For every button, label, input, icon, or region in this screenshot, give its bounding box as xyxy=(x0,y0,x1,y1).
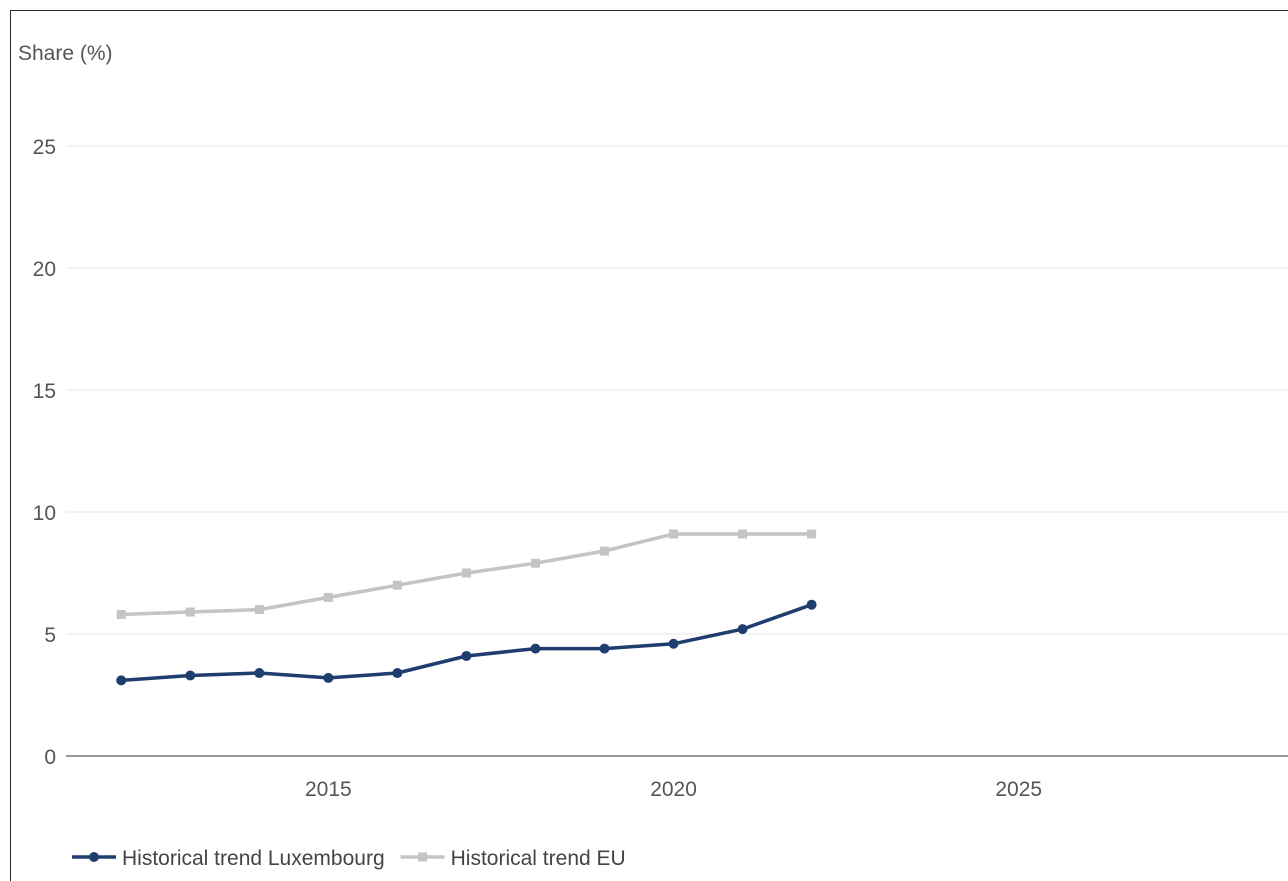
data-point-luxembourg xyxy=(806,599,817,610)
data-point-eu xyxy=(669,529,679,539)
data-point-eu xyxy=(807,529,817,539)
chart-frame xyxy=(10,10,1288,881)
data-point-luxembourg xyxy=(737,624,748,635)
x-tick-label: 2020 xyxy=(650,778,697,801)
data-point-eu xyxy=(738,529,748,539)
y-tick-label: 25 xyxy=(33,136,56,159)
x-tick-label: 2025 xyxy=(995,778,1042,801)
data-point-eu xyxy=(600,546,610,556)
y-axis-ticks: 0 5 10 15 20 25 xyxy=(33,136,56,769)
data-point-luxembourg xyxy=(530,643,541,654)
y-tick-label: 20 xyxy=(33,258,56,281)
data-point-eu xyxy=(461,568,471,578)
data-point-luxembourg xyxy=(323,672,334,683)
data-point-luxembourg xyxy=(116,675,127,686)
gridlines xyxy=(66,145,1288,635)
series-group xyxy=(116,529,817,686)
data-point-eu xyxy=(530,558,540,568)
data-point-eu xyxy=(323,592,333,602)
data-point-luxembourg xyxy=(254,668,265,679)
x-tick-label: 2015 xyxy=(305,778,352,801)
y-tick-label: 15 xyxy=(33,380,56,403)
data-point-luxembourg xyxy=(668,638,679,649)
data-point-eu xyxy=(254,605,264,615)
legend-marker xyxy=(89,852,99,862)
legend-label: Historical trend EU xyxy=(451,847,626,870)
data-point-eu xyxy=(185,607,195,617)
data-point-luxembourg xyxy=(461,650,472,661)
legend-label: Historical trend Luxembourg xyxy=(122,847,385,870)
y-tick-label: 5 xyxy=(44,624,56,647)
series-line xyxy=(121,603,813,683)
data-point-eu xyxy=(392,580,402,590)
legend-marker xyxy=(418,852,428,862)
legend: Historical trend Luxembourg Historical tr… xyxy=(72,847,626,870)
data-point-eu xyxy=(116,609,126,619)
data-point-luxembourg xyxy=(599,643,610,654)
y-axis-title: Share (%) xyxy=(18,42,113,65)
data-point-luxembourg xyxy=(392,668,403,679)
x-axis: 2015 2020 2025 xyxy=(66,755,1288,801)
y-tick-label: 0 xyxy=(44,746,56,769)
data-point-luxembourg xyxy=(185,670,196,681)
y-tick-label: 10 xyxy=(33,502,56,525)
